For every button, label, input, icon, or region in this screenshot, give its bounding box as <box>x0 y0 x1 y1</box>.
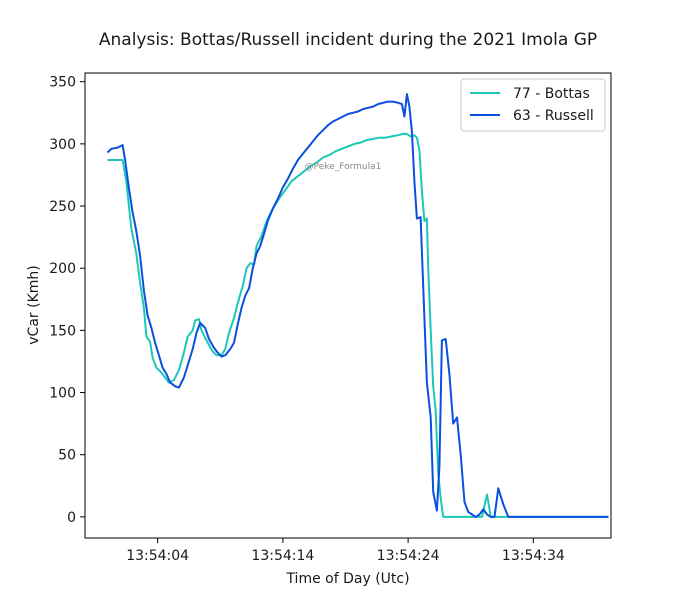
watermark-annotation: @Peke_Formula1 <box>305 162 382 172</box>
chart-title: Analysis: Bottas/Russell incident during… <box>99 30 597 50</box>
y-tick-label: 100 <box>49 386 76 402</box>
y-tick-label: 300 <box>49 137 76 153</box>
series-line-63-russell <box>106 93 609 518</box>
series-line-77-bottas <box>107 132 609 518</box>
plot-area: 13:54:04 13:54:14 13:54:24 13:54:34 0 50 100 15… <box>49 72 612 564</box>
y-tick-label: 0 <box>67 510 76 526</box>
y-tick-label: 200 <box>49 261 76 277</box>
legend: 77 - Bottas 63 - Russell <box>460 78 606 132</box>
axis-ticks: 13:54:04 13:54:14 13:54:24 13:54:34 0 50 100 15… <box>49 75 565 564</box>
series-lines <box>106 93 609 518</box>
x-tick-label: 13:54:04 <box>126 548 189 564</box>
legend-label-russell: 63 - Russell <box>513 108 594 124</box>
x-tick-label: 13:54:34 <box>502 548 565 564</box>
y-tick-label: 150 <box>49 323 76 339</box>
y-tick-label: 50 <box>58 448 76 464</box>
x-tick-label: 13:54:24 <box>377 548 440 564</box>
x-tick-label: 13:54:14 <box>251 548 314 564</box>
y-axis-label: vCar (Kmh) <box>26 265 42 344</box>
x-axis-label: Time of Day (Utc) <box>285 571 409 587</box>
y-tick-label: 350 <box>49 75 76 91</box>
legend-label-bottas: 77 - Bottas <box>513 86 590 102</box>
y-tick-label: 250 <box>49 199 76 215</box>
plot-frame <box>84 72 612 539</box>
